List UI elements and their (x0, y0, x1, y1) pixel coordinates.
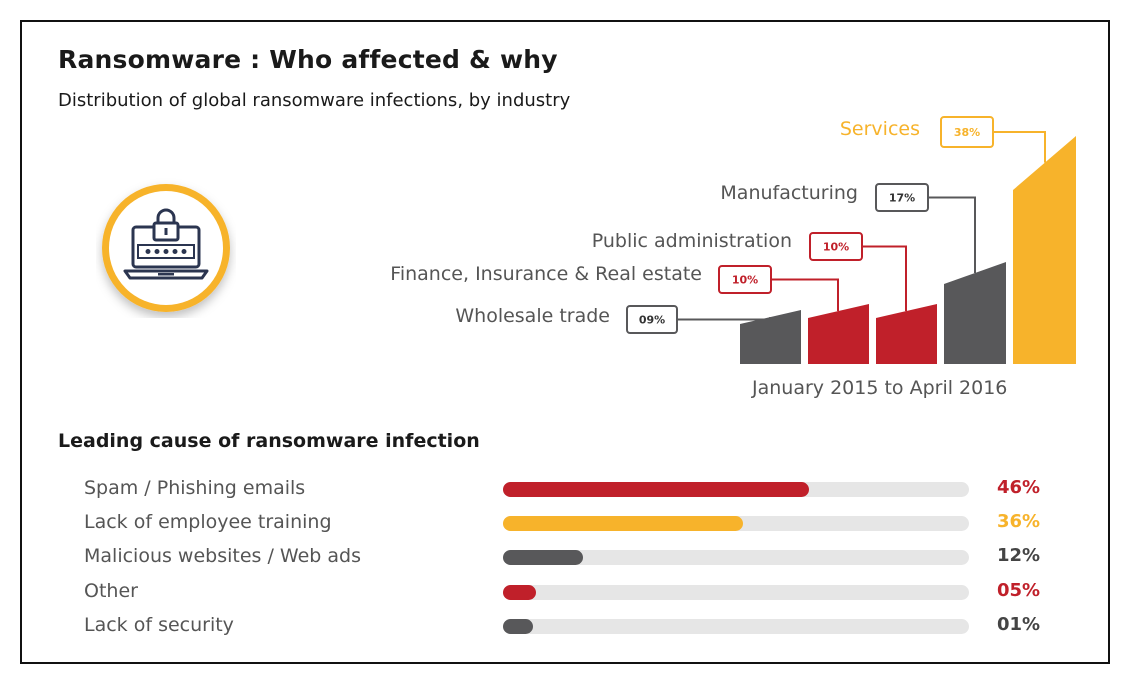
industry-bar (876, 304, 937, 364)
industry-connector (771, 278, 839, 312)
cause-bar-track (503, 482, 969, 497)
cause-label: Lack of security (84, 614, 234, 636)
chart-period: January 2015 to April 2016 (752, 377, 1008, 399)
cause-label: Spam / Phishing emails (84, 477, 306, 499)
causes-title: Leading cause of ransomware infection (58, 430, 480, 452)
industry-connector (677, 317, 771, 321)
industry-value-box (626, 305, 678, 334)
cause-value-label: 46% (997, 477, 1041, 498)
cause-label: Other (84, 580, 138, 602)
industry-value-box (809, 232, 863, 261)
page-title: Ransomware : Who affected & why (58, 45, 558, 74)
industry-bar (944, 262, 1006, 364)
industry-value-label: 17% (889, 192, 915, 205)
industry-value-box (875, 183, 929, 212)
industry-connector (862, 245, 907, 312)
industry-bar (808, 304, 869, 364)
cause-value-label: 36% (997, 511, 1041, 532)
cause-bar-fill (503, 482, 810, 497)
industry-value-label: 10% (823, 241, 849, 254)
cause-bar-fill (503, 585, 537, 600)
cause-label: Malicious websites / Web ads (84, 545, 361, 567)
cause-label: Lack of employee training (84, 511, 332, 533)
cause-bar-fill (503, 619, 533, 634)
industry-category-label: Wholesale trade (455, 305, 610, 327)
industry-value-label: 10% (732, 274, 758, 287)
industry-connector (993, 131, 1046, 163)
cause-bar-fill (503, 516, 743, 531)
cause-row: Malicious websites / Web ads 12% (0, 542, 1125, 572)
industry-bar (1013, 136, 1076, 364)
cause-row: Lack of security 01% (0, 611, 1125, 641)
cause-bar-fill (503, 550, 583, 565)
industry-connector (928, 196, 976, 273)
cause-row: Other 05% (0, 577, 1125, 607)
cause-value-label: 05% (997, 580, 1041, 601)
cause-value-label: 01% (997, 614, 1041, 635)
cause-bar-track (503, 550, 969, 565)
cause-row: Lack of employee training 36% (0, 508, 1125, 538)
industry-category-label: Public administration (592, 230, 792, 252)
laptop-lock-icon (96, 178, 236, 318)
page-subtitle: Distribution of global ransomware infect… (58, 90, 571, 111)
industry-category-label: Services (840, 118, 920, 140)
cause-bar-track (503, 585, 969, 600)
industry-value-label: 09% (639, 314, 665, 327)
cause-value-label: 12% (997, 545, 1041, 566)
industry-category-label: Finance, Insurance & Real estate (390, 263, 702, 285)
industry-value-box (718, 265, 772, 294)
cause-bar-track (503, 516, 969, 531)
industry-bar (740, 310, 801, 364)
industry-value-box (940, 116, 994, 148)
industry-category-label: Manufacturing (720, 182, 858, 204)
cause-bar-track (503, 619, 969, 634)
industry-value-label: 38% (954, 126, 980, 139)
cause-row: Spam / Phishing emails 46% (0, 474, 1125, 504)
